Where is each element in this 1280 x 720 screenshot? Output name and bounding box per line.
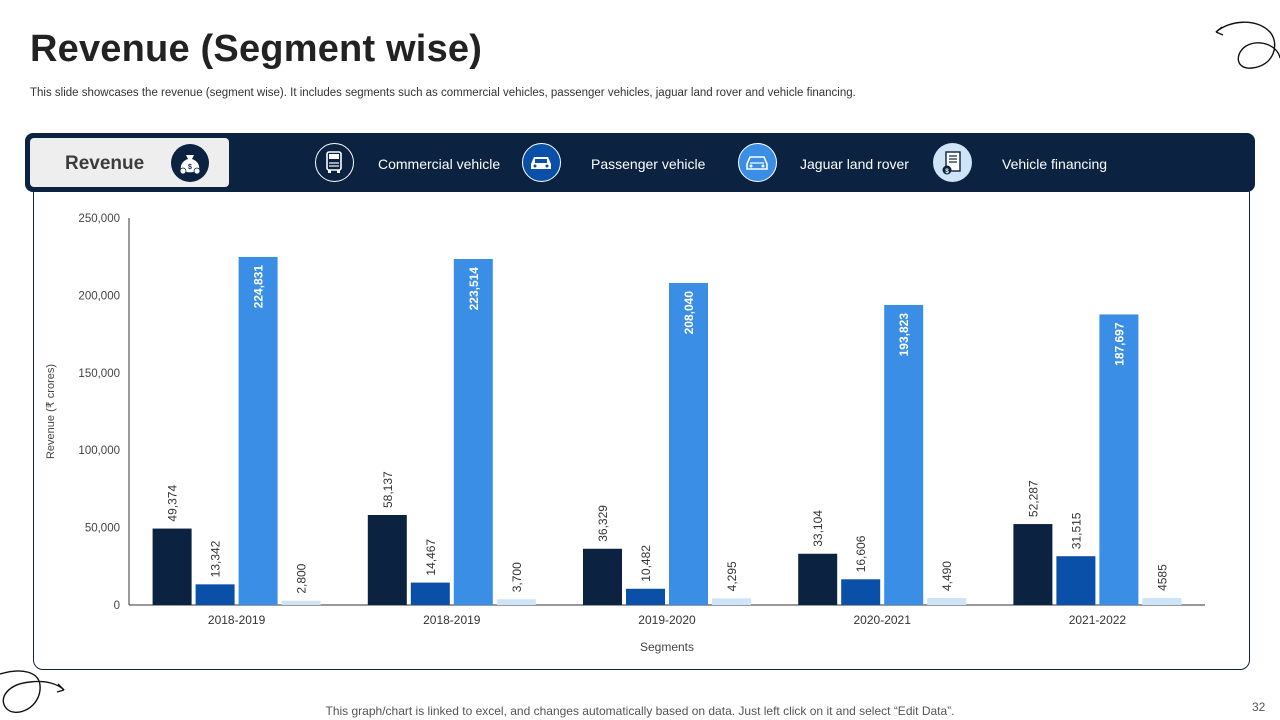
bar [1142, 597, 1182, 605]
bar [152, 528, 192, 605]
y-tick-label: 250,000 [78, 213, 120, 225]
bar [1099, 314, 1139, 605]
data-label: 4,490 [940, 561, 954, 591]
x-tick-label: 2018-2019 [208, 613, 266, 627]
svg-text:$: $ [188, 164, 192, 171]
data-label: 2,800 [295, 563, 309, 593]
bar [238, 256, 278, 605]
bar [281, 600, 321, 605]
car-icon [522, 143, 561, 182]
data-label: 208,040 [682, 291, 696, 335]
car-icon [738, 143, 777, 182]
truck-icon [315, 143, 354, 182]
bar [884, 304, 924, 605]
footer-note: This graph/chart is linked to excel, and… [325, 704, 955, 718]
data-label: 49,374 [166, 485, 180, 522]
page-number: 32 [1252, 700, 1266, 714]
data-label: 52,287 [1026, 480, 1040, 517]
legend-bar: Revenue $ Commercial vehicle P [25, 133, 1255, 192]
y-axis-title: Revenue (₹ crores) [45, 364, 57, 459]
page-subtitle: This slide showcases the revenue (segmen… [30, 87, 856, 99]
legend-label-commercial: Commercial vehicle [378, 156, 501, 172]
data-label: 3,700 [510, 562, 524, 592]
bar [496, 599, 536, 605]
data-label: 13,342 [209, 540, 223, 577]
page-title: Revenue (Segment wise) [30, 28, 483, 70]
revenue-label-box: Revenue $ [30, 138, 229, 187]
x-axis-title: Segments [640, 640, 694, 654]
legend-label-financing: Vehicle financing [1002, 156, 1108, 172]
bar [712, 598, 751, 605]
legend-label-jaguar: Jaguar land rover [800, 156, 909, 172]
data-label: 33,104 [811, 510, 825, 547]
y-tick-label: 150,000 [78, 368, 120, 380]
bar [1056, 556, 1096, 605]
y-tick-label: 200,000 [78, 290, 120, 302]
bar [1013, 524, 1053, 605]
data-label: 14,467 [424, 539, 438, 576]
bar [626, 588, 665, 605]
y-tick-label: 100,000 [78, 445, 120, 457]
bar [583, 548, 622, 605]
bar [927, 598, 967, 605]
data-label: 4585 [1155, 564, 1169, 591]
x-tick-label: 2018-2019 [423, 613, 481, 627]
data-label: 10,482 [639, 545, 653, 582]
bar [367, 515, 407, 605]
legend-label-passenger: Passenger vehicle [591, 156, 706, 172]
decorative-swirl-bottom-left [0, 670, 65, 713]
svg-text:$: $ [945, 168, 949, 175]
data-label: 224,831 [252, 265, 266, 309]
money-bag-icon: $ [171, 144, 209, 182]
bar [798, 553, 838, 605]
decorative-swirl-top-right [1215, 21, 1280, 69]
data-label: 4,295 [725, 561, 739, 591]
y-tick-label: 50,000 [85, 523, 120, 535]
finance-document-icon: $ [933, 143, 972, 182]
revenue-label: Revenue [65, 153, 145, 174]
data-label: 16,606 [854, 535, 868, 572]
data-label: 187,697 [1112, 322, 1126, 366]
x-tick-label: 2021-2022 [1069, 613, 1127, 627]
data-label: 193,823 [897, 313, 911, 357]
bar [669, 282, 708, 605]
x-tick-label: 2019-2020 [638, 613, 696, 627]
bar [410, 582, 450, 605]
data-label: 36,329 [596, 505, 610, 542]
x-tick-label: 2020-2021 [854, 613, 912, 627]
bar [195, 584, 235, 605]
data-label: 31,515 [1069, 512, 1083, 549]
bar [453, 259, 493, 605]
y-tick-label: 0 [114, 600, 120, 612]
bar [841, 579, 881, 605]
data-label: 223,514 [467, 267, 481, 311]
data-label: 58,137 [381, 471, 395, 508]
